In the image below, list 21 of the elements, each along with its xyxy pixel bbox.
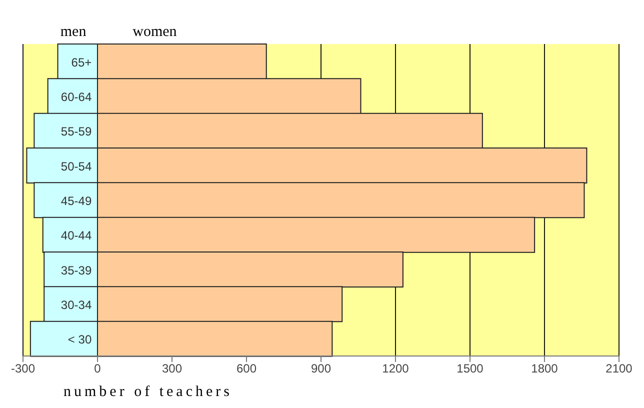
y-tick-label: < 30 xyxy=(68,332,92,347)
y-tick-label: 50-54 xyxy=(60,159,92,174)
x-tick-label: 1500 xyxy=(456,362,484,376)
y-tick-label: 60-64 xyxy=(60,90,92,104)
x-tick-label: -300 xyxy=(10,362,36,376)
x-tick-label: 1800 xyxy=(531,362,558,376)
x-axis-title: number of teachers xyxy=(64,384,232,400)
x-tick-label: 1200 xyxy=(382,362,410,376)
y-tick-label: 35-39 xyxy=(60,263,92,278)
x-tick-label: 600 xyxy=(236,362,257,376)
x-tick-label: 2100 xyxy=(606,362,633,376)
series-label: women xyxy=(132,24,178,40)
x-tick-label: 900 xyxy=(310,362,332,376)
y-tick-label: 55-59 xyxy=(60,124,92,139)
series-label: men xyxy=(60,24,87,40)
y-tick-label: 40-44 xyxy=(60,228,92,243)
x-tick-label: 0 xyxy=(94,362,102,376)
y-tick-label: 45-49 xyxy=(60,194,92,208)
y-tick-label: 30-34 xyxy=(60,298,92,312)
x-tick-label: 300 xyxy=(162,362,182,376)
y-tick-label: 65+ xyxy=(71,55,92,70)
